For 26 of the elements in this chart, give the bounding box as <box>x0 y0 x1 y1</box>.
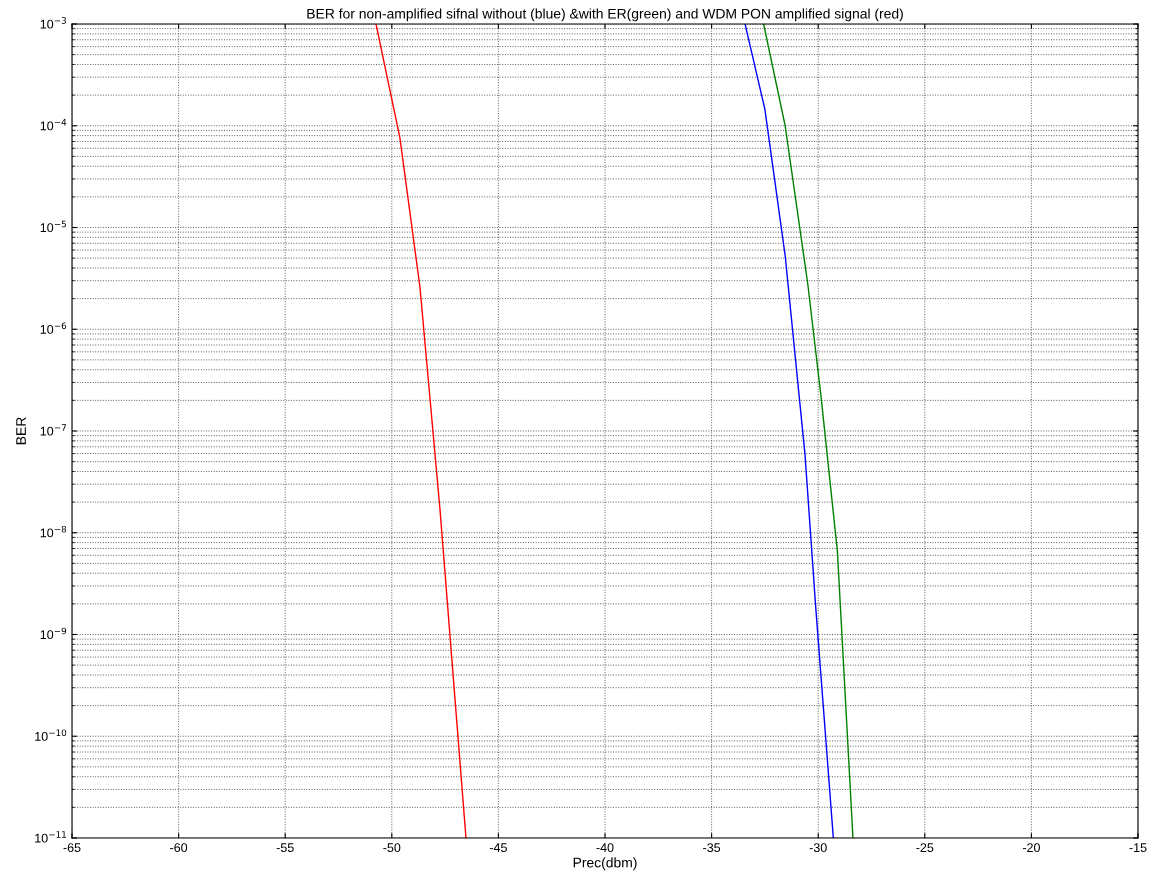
x-axis-title: Prec(dbm) <box>573 857 637 871</box>
x-tick-label: -50 <box>383 843 401 853</box>
y-tick-label: 10$^{−11}$ <box>35 831 66 843</box>
y-axis-title: BER <box>16 417 26 445</box>
y-tick-label: 10$^{−5}$ <box>40 220 66 233</box>
line-series <box>744 24 835 838</box>
y-tick-label: 10$^{−10}$ <box>35 729 67 741</box>
x-tick-label: -60 <box>170 843 188 853</box>
x-tick-label: -30 <box>809 843 827 853</box>
line-series <box>375 24 467 838</box>
x-tick-label: -35 <box>703 843 721 853</box>
x-tick-label: -25 <box>916 843 934 853</box>
y-tick-label: 10$^{−7}$ <box>40 424 66 436</box>
x-tick-label: -20 <box>1022 843 1040 853</box>
y-tick-label: 10$^{−6}$ <box>40 322 67 334</box>
x-tick-label: -40 <box>596 843 614 853</box>
y-tick-label: 10$^{−4}$ <box>40 119 67 131</box>
x-tick-label: -15 <box>1129 843 1147 853</box>
y-tick-label: 10$^{−9}$ <box>40 627 67 640</box>
line-series <box>762 24 854 838</box>
y-tick-label: 10$^{−8}$ <box>40 525 67 538</box>
y-tick-label: 10$^{−3}$ <box>40 17 66 29</box>
x-tick-label: -55 <box>276 843 294 853</box>
chart-title: BER for non-amplified sifnal without (blue) &with ER(green) and WDM PON amplified signal (red) <box>307 8 903 22</box>
x-tick-label: -45 <box>489 843 507 853</box>
x-tick-label: -65 <box>63 843 81 853</box>
